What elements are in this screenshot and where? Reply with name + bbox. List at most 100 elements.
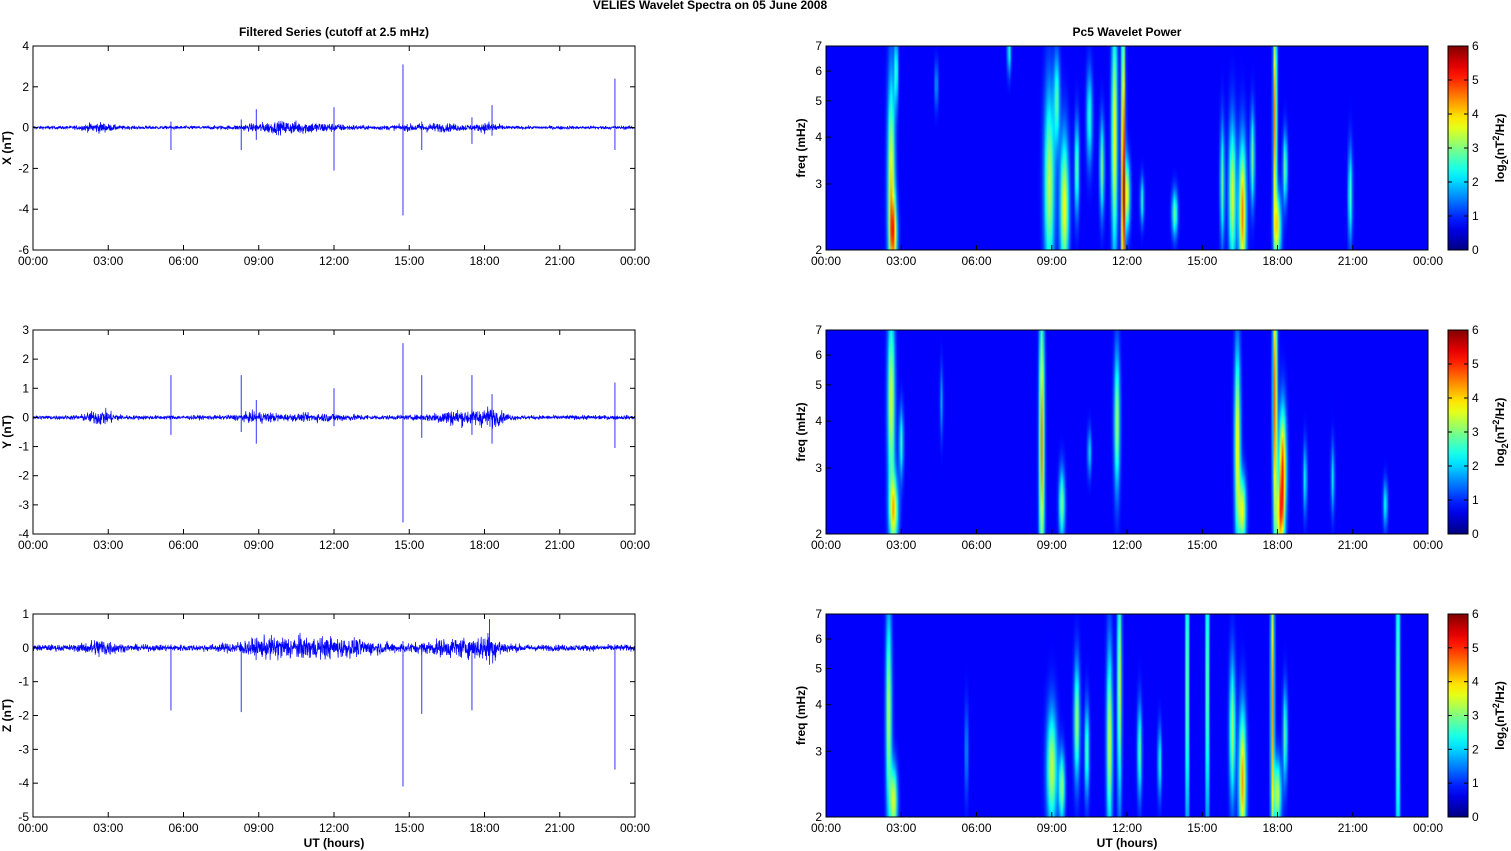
x-tick-label: 00:00 [18,254,48,268]
x-tick-label: 18:00 [1262,821,1292,835]
y-tick-label: 7 [815,323,822,337]
x-tick-label: 21:00 [1338,821,1368,835]
y-tick-label: 6 [815,632,822,646]
x-tick-label: 18:00 [1262,538,1292,552]
colorbar-tick-label: 5 [1472,357,1479,371]
y-tick-label: -1 [18,440,29,454]
y-axis-label: X (nT) [0,131,14,165]
y-axis-label: Z (nT) [0,699,14,732]
colorbar-tick-label: 2 [1472,742,1479,756]
y-axis-label: freq (mHz) [794,402,808,461]
x-tick-label: 09:00 [1037,254,1067,268]
x-tick-label: 18:00 [469,254,499,268]
y-tick-label: -2 [18,709,29,723]
colorbar-tick-label: 2 [1472,459,1479,473]
x-tick-label: 00:00 [620,821,650,835]
colorbar-label-part: 2 [1491,703,1501,708]
x-tick-label: 00:00 [1413,254,1443,268]
colorbar-tick-label: 0 [1472,527,1479,541]
x-tick-label: 21:00 [545,254,575,268]
y-tick-label: 2 [815,810,822,824]
y-tick-label: 4 [815,414,822,428]
x-tick-label: 03:00 [93,821,123,835]
x-tick-label: 15:00 [1187,821,1217,835]
x-tick-label: 18:00 [1262,254,1292,268]
colorbar-label-part: log [1493,448,1507,466]
colorbar-label-part: 2 [1491,420,1501,425]
y-tick-label: -1 [18,675,29,689]
x-axis-label: UT (hours) [304,836,365,850]
x-tick-label: 00:00 [811,821,841,835]
colorbar-tick-label: 3 [1472,425,1479,439]
x-tick-label: 06:00 [961,254,991,268]
x-tick-label: 12:00 [1112,254,1142,268]
wavelet-power-heatmap [826,330,1428,534]
x-tick-label: 06:00 [168,821,198,835]
y-tick-label: 3 [815,744,822,758]
colorbar-tick-label: 1 [1472,493,1479,507]
y-tick-label: 2 [22,352,29,366]
colorbar-tick-label: 1 [1472,776,1479,790]
y-tick-label: 3 [22,323,29,337]
x-tick-label: 00:00 [811,538,841,552]
colorbar-tick-label: 6 [1472,607,1479,621]
x-tick-label: 21:00 [1338,254,1368,268]
x-tick-label: 15:00 [394,254,424,268]
colorbar-label: log2(nT2/Hz) [1491,681,1510,750]
x-tick-label: 00:00 [18,538,48,552]
y-tick-label: 4 [815,130,822,144]
colorbar-label: log2(nT2/Hz) [1491,114,1510,183]
x-tick-label: 00:00 [620,538,650,552]
y-tick-label: 0 [22,641,29,655]
x-tick-label: 12:00 [1112,821,1142,835]
y-tick-label: 5 [815,94,822,108]
x-tick-label: 09:00 [1037,538,1067,552]
y-tick-label: 6 [815,348,822,362]
x-tick-label: 06:00 [961,821,991,835]
x-tick-label: 18:00 [469,821,499,835]
colorbar-tick-label: 4 [1472,391,1479,405]
x-tick-label: 00:00 [620,254,650,268]
y-tick-label: -4 [18,202,29,216]
colorbar-tick-label: 6 [1472,39,1479,53]
y-tick-label: 2 [22,80,29,94]
wavelet-panel: 2 3 4 5 6 7 00:00 03:00 06:00 09:00 12:00 15:00 18:0… [794,607,1510,850]
y-tick-label: 1 [22,607,29,621]
y-tick-label: -3 [18,498,29,512]
x-tick-label: 09:00 [1037,821,1067,835]
x-tick-label: 09:00 [244,538,274,552]
colorbar-tick-label: 5 [1472,73,1479,87]
x-tick-label: 09:00 [244,254,274,268]
timeseries-panel: -6 -4 -2 0 2 4 00:00 03:00 06:00 09:00 12:00 15:00 1… [0,39,650,268]
x-tick-label: 00:00 [1413,821,1443,835]
y-tick-label: -5 [18,810,29,824]
x-tick-label: 12:00 [319,821,349,835]
y-tick-label: 4 [22,39,29,53]
x-tick-label: 03:00 [93,254,123,268]
y-tick-label: 1 [22,381,29,395]
x-tick-label: 12:00 [319,254,349,268]
left-column-title: Filtered Series (cutoff at 2.5 mHz) [239,25,429,39]
y-tick-label: 4 [815,698,822,712]
wavelet-panel: 2 3 4 5 6 7 00:00 03:00 06:00 09:00 12:00 15:00 18:0… [794,39,1510,268]
y-axis-label: freq (mHz) [794,686,808,745]
y-tick-label: 0 [22,410,29,424]
y-tick-label: 7 [815,607,822,621]
y-tick-label: 5 [815,662,822,676]
y-tick-label: 3 [815,461,822,475]
colorbar-tick-label: 3 [1472,709,1479,723]
colorbar-tick-label: 3 [1472,141,1479,155]
colorbar-tick-label: 0 [1472,810,1479,824]
signal-trace [32,632,636,664]
x-tick-label: 21:00 [1338,538,1368,552]
y-tick-label: 5 [815,378,822,392]
right-column-title: Pc5 Wavelet Power [1073,25,1182,39]
x-tick-label: 09:00 [244,821,274,835]
x-tick-label: 21:00 [545,821,575,835]
colorbar-label-part: /Hz) [1493,114,1507,136]
y-tick-label: -4 [18,527,29,541]
colorbar-tick-label: 4 [1472,675,1479,689]
x-tick-label: 06:00 [168,254,198,268]
timeseries-panel: -4 -3 -2 -1 0 1 2 3 00:00 03:00 06:00 09:00 12:00 15:… [0,323,650,552]
